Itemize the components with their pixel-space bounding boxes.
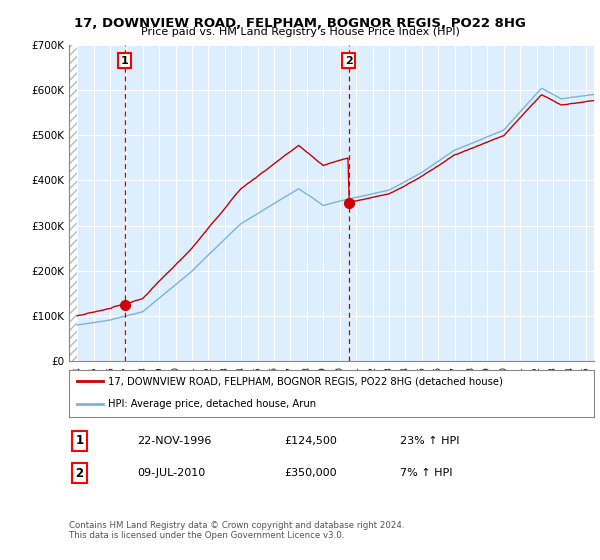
Text: 17, DOWNVIEW ROAD, FELPHAM, BOGNOR REGIS, PO22 8HG: 17, DOWNVIEW ROAD, FELPHAM, BOGNOR REGIS… [74,17,526,30]
Text: HPI: Average price, detached house, Arun: HPI: Average price, detached house, Arun [109,399,317,409]
Text: 1: 1 [121,55,128,66]
Text: 23% ↑ HPI: 23% ↑ HPI [400,436,459,446]
Text: 7% ↑ HPI: 7% ↑ HPI [400,468,452,478]
Text: Price paid vs. HM Land Registry's House Price Index (HPI): Price paid vs. HM Land Registry's House … [140,27,460,37]
Text: £124,500: £124,500 [284,436,337,446]
Text: 1: 1 [76,434,83,447]
Text: 09-JUL-2010: 09-JUL-2010 [137,468,205,478]
Text: 17, DOWNVIEW ROAD, FELPHAM, BOGNOR REGIS, PO22 8HG (detached house): 17, DOWNVIEW ROAD, FELPHAM, BOGNOR REGIS… [109,376,503,386]
Text: Contains HM Land Registry data © Crown copyright and database right 2024.
This d: Contains HM Land Registry data © Crown c… [69,521,404,540]
Text: 22-NOV-1996: 22-NOV-1996 [137,436,212,446]
Text: 2: 2 [76,466,83,480]
Bar [69,45,77,361]
Text: £350,000: £350,000 [284,468,337,478]
Text: 2: 2 [345,55,353,66]
